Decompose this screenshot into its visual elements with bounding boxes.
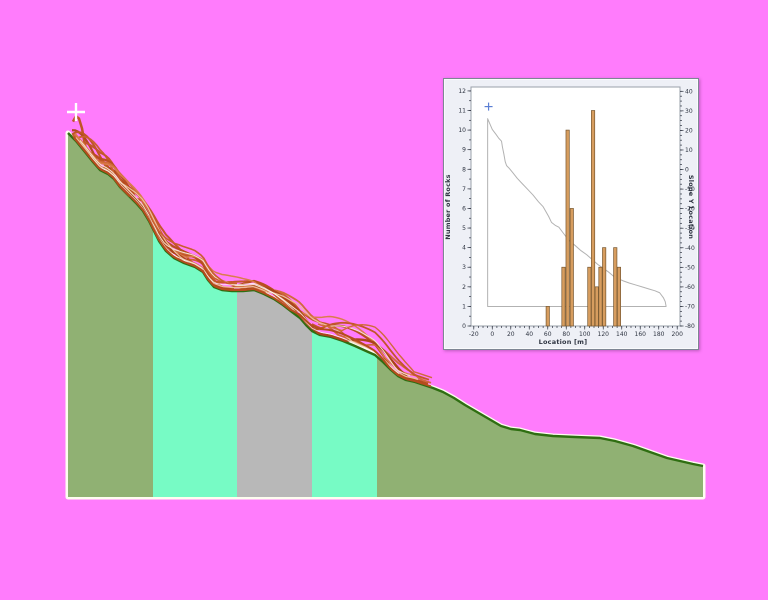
axis-tick-labels: -20 0 20 40 60 80 100 120 140 160 180 2000123456789… — [458, 88, 695, 338]
trajectory-path — [73, 135, 429, 385]
left-tick-label: 10 — [458, 127, 466, 134]
cursor-crosshair — [484, 102, 493, 111]
histogram-bar — [594, 286, 599, 327]
trajectory-path — [89, 155, 400, 375]
left-tick-label: 3 — [462, 264, 466, 271]
x-tick-label: 160 — [635, 331, 647, 338]
right-tick-label: -60 — [685, 284, 695, 291]
trajectory-path — [75, 137, 419, 381]
left-tick-label: 1 — [462, 303, 466, 310]
right-tick-label: -30 — [685, 225, 695, 232]
slope-profile-line — [487, 118, 667, 307]
histogram-bar — [561, 266, 566, 327]
right-tick-label: 40 — [685, 88, 693, 95]
x-tick-label: 100 — [579, 331, 591, 338]
stats-window[interactable]: -20 0 20 40 60 80 100 120 140 160 180 200 0 1 2 3 4 5 6 7 8 9… — [443, 78, 699, 350]
left-tick-label: 0 — [462, 323, 466, 330]
x-tick-label: 0 — [490, 331, 494, 338]
trajectory-path — [317, 323, 433, 379]
histogram-bar — [569, 208, 574, 327]
trajectory-path — [79, 140, 411, 376]
histogram-bar — [587, 266, 592, 327]
right-tick-label: -20 — [685, 206, 695, 213]
right-tick-label: -80 — [685, 323, 695, 330]
left-tick-label: 12 — [458, 88, 466, 95]
histogram-bars — [545, 110, 621, 327]
material-zone-2 — [153, 229, 237, 497]
rock-trajectories — [71, 114, 433, 388]
plot-area — [470, 86, 681, 327]
trajectory-path — [149, 215, 237, 285]
left-tick-label: 6 — [462, 205, 466, 212]
left-tick-label: 9 — [462, 147, 466, 154]
x-tick-label: 60 — [544, 331, 552, 338]
trajectory-path — [73, 137, 432, 388]
rock-source-marker — [67, 103, 85, 121]
right-tick-label: -40 — [685, 245, 695, 252]
right-tick-label: 0 — [685, 167, 689, 174]
right-tick-label: -70 — [685, 303, 695, 310]
histogram-bar — [591, 110, 596, 327]
right-tick-label: 10 — [685, 147, 693, 154]
x-tick-label: 80 — [562, 331, 570, 338]
left-tick-label: 4 — [462, 245, 466, 252]
axis-ticks — [467, 90, 684, 330]
left-tick-label: 5 — [462, 225, 466, 232]
left-tick-label: 7 — [462, 186, 466, 193]
histogram-svg: -20 0 20 40 60 80 100 120 140 160 180 2000123456789… — [458, 86, 695, 338]
left-tick-label: 11 — [458, 108, 466, 115]
x-tick-label: 40 — [525, 331, 533, 338]
material-zone-4 — [312, 331, 377, 497]
histogram-bar — [613, 247, 618, 327]
x-tick-label: -20 — [469, 331, 479, 338]
left-tick-label: 2 — [462, 284, 466, 291]
x-tick-label: 200 — [671, 331, 683, 338]
right-tick-label: -50 — [685, 264, 695, 271]
material-zone-1 — [68, 133, 153, 497]
x-tick-label: 20 — [507, 331, 515, 338]
material-zone-5 — [377, 356, 703, 497]
left-tick-label: 8 — [462, 166, 466, 173]
histogram-bar — [565, 129, 570, 327]
x-tick-label: 140 — [616, 331, 628, 338]
histogram-bar — [616, 266, 621, 327]
right-tick-label: -10 — [685, 186, 695, 193]
right-tick-label: 30 — [685, 108, 693, 115]
x-tick-label: 180 — [653, 331, 665, 338]
x-tick-label: 120 — [598, 331, 610, 338]
right-tick-label: 20 — [685, 127, 693, 134]
material-zone-3 — [237, 290, 312, 497]
histogram-bar — [545, 306, 550, 327]
histogram-bar — [598, 266, 603, 327]
trajectory-path — [311, 321, 430, 381]
histogram-bar — [602, 247, 607, 327]
